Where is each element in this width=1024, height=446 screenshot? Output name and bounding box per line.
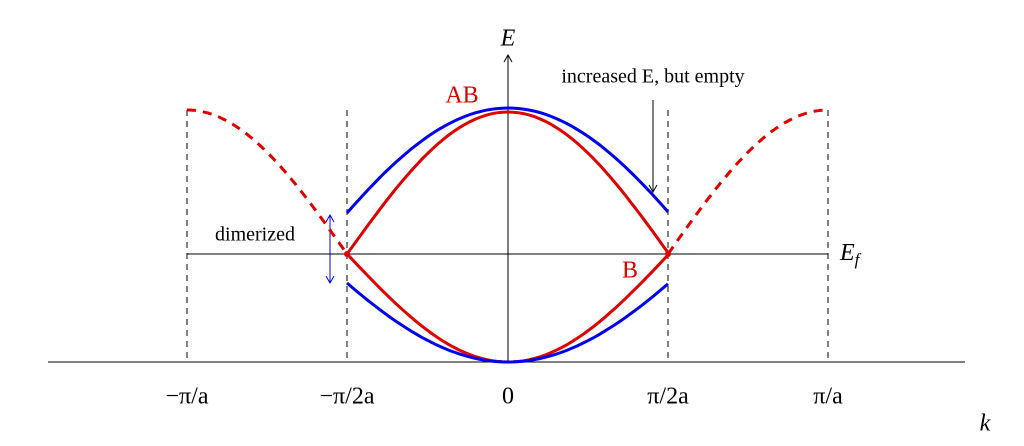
red-upper-band xyxy=(345,110,670,255)
band-node xyxy=(665,251,671,257)
empty-annotation: increased E, but empty xyxy=(561,66,744,88)
momentum-label: k xyxy=(980,411,991,437)
red-outer-band xyxy=(187,108,349,255)
k-tick-label: π/a xyxy=(813,384,843,410)
gap-annotation: dimerized xyxy=(215,224,295,246)
red-outer-band xyxy=(666,108,828,255)
k-tick-label: −π/a xyxy=(166,384,209,410)
blue-lower-band xyxy=(346,281,669,364)
energy-label: E xyxy=(500,26,516,52)
blue-upper-band xyxy=(345,106,670,214)
k-tick-label: −π/2a xyxy=(320,384,375,410)
fermi-label: Ef xyxy=(839,240,862,269)
fermi-subscript: f xyxy=(855,250,862,269)
k-tick-label: 0 xyxy=(502,384,514,410)
fermi-symbol: E xyxy=(839,240,855,266)
axes xyxy=(48,53,965,363)
antibonding-label: AB xyxy=(445,83,478,109)
k-tick-label: π/2a xyxy=(647,384,689,410)
bonding-label: B xyxy=(622,258,638,284)
band-node xyxy=(344,251,350,257)
